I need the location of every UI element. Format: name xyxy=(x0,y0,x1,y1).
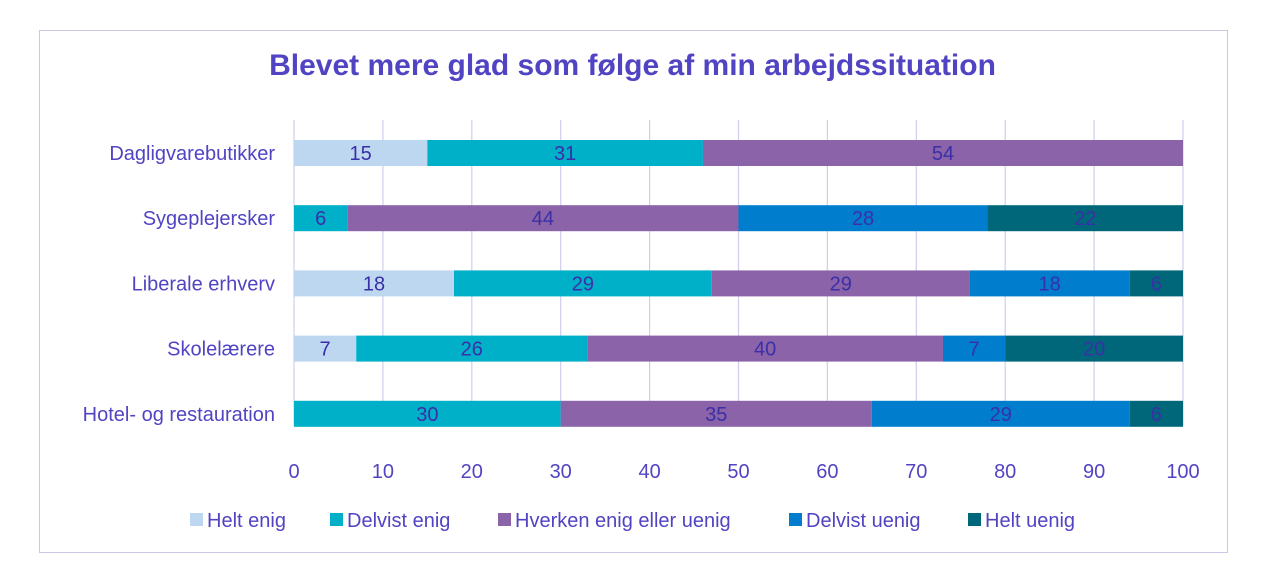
data-label: 20 xyxy=(1083,339,1105,361)
bar-segment xyxy=(702,140,1183,166)
bar-segment xyxy=(294,140,428,166)
legend-label: Delvist enig xyxy=(347,510,450,532)
data-label: 18 xyxy=(363,273,385,295)
bar-segment xyxy=(294,270,455,297)
legend-swatch xyxy=(190,513,203,526)
data-label: 44 xyxy=(532,208,554,230)
data-label: 22 xyxy=(1074,208,1096,230)
data-label: 54 xyxy=(932,143,954,165)
legend-label: Helt uenig xyxy=(985,510,1075,532)
x-tick-label: 30 xyxy=(550,461,572,483)
bar-segment xyxy=(356,335,588,362)
bar-segment xyxy=(294,205,348,232)
x-tick-label: 70 xyxy=(905,461,927,483)
data-label: 18 xyxy=(1039,273,1061,295)
bar-segment xyxy=(427,140,703,166)
data-label: 35 xyxy=(705,404,727,426)
legend-swatch xyxy=(498,513,511,526)
data-label: 6 xyxy=(1151,404,1162,426)
chart-title: Blevet mere glad som følge af min arbejd… xyxy=(269,49,996,82)
legend-label: Helt enig xyxy=(207,510,286,532)
bar-segment xyxy=(871,400,1130,427)
legend-swatch xyxy=(789,513,802,526)
category-label: Sygeplejersker xyxy=(143,208,276,230)
data-label: 26 xyxy=(461,339,483,361)
x-tick-label: 90 xyxy=(1083,461,1105,483)
legend-label: Delvist uenig xyxy=(806,510,921,532)
bar-segment xyxy=(294,400,561,427)
data-label: 6 xyxy=(315,208,326,230)
bar-segment xyxy=(347,205,739,232)
bar-segment xyxy=(454,270,712,297)
data-label: 7 xyxy=(969,339,980,361)
category-label: Dagligvarebutikker xyxy=(109,143,275,165)
x-tick-label: 0 xyxy=(288,461,299,483)
data-label: 30 xyxy=(416,404,438,426)
bar-segment xyxy=(587,335,943,362)
bar-segment xyxy=(942,335,1006,362)
data-label: 29 xyxy=(990,404,1012,426)
data-label: 6 xyxy=(1151,273,1162,295)
x-tick-label: 100 xyxy=(1166,461,1199,483)
data-label: 28 xyxy=(852,208,874,230)
category-label: Skolelærere xyxy=(167,339,275,361)
bar-segment xyxy=(1005,335,1183,362)
bar-segment xyxy=(969,270,1130,297)
x-tick-label: 50 xyxy=(727,461,749,483)
data-label: 7 xyxy=(320,339,331,361)
data-label: 40 xyxy=(754,339,776,361)
bar-segment xyxy=(711,270,970,297)
data-label: 15 xyxy=(350,143,372,165)
legend-swatch xyxy=(968,513,981,526)
bar-segment xyxy=(738,205,988,232)
bar-segment xyxy=(560,400,872,427)
data-label: 29 xyxy=(830,273,852,295)
legend-swatch xyxy=(330,513,343,526)
x-tick-label: 10 xyxy=(372,461,394,483)
bar-segment xyxy=(1129,270,1183,297)
category-label: Hotel- og restauration xyxy=(83,404,275,426)
x-tick-label: 40 xyxy=(638,461,660,483)
legend-label: Hverken enig eller uenig xyxy=(515,510,731,532)
bar-segment xyxy=(1129,400,1183,427)
data-label: 29 xyxy=(572,273,594,295)
bar-segment xyxy=(987,205,1183,232)
x-tick-label: 80 xyxy=(994,461,1016,483)
category-label: Liberale erhverv xyxy=(132,273,275,295)
x-tick-label: 60 xyxy=(816,461,838,483)
bar-segment xyxy=(294,335,357,362)
x-tick-label: 20 xyxy=(461,461,483,483)
data-label: 31 xyxy=(554,143,576,165)
